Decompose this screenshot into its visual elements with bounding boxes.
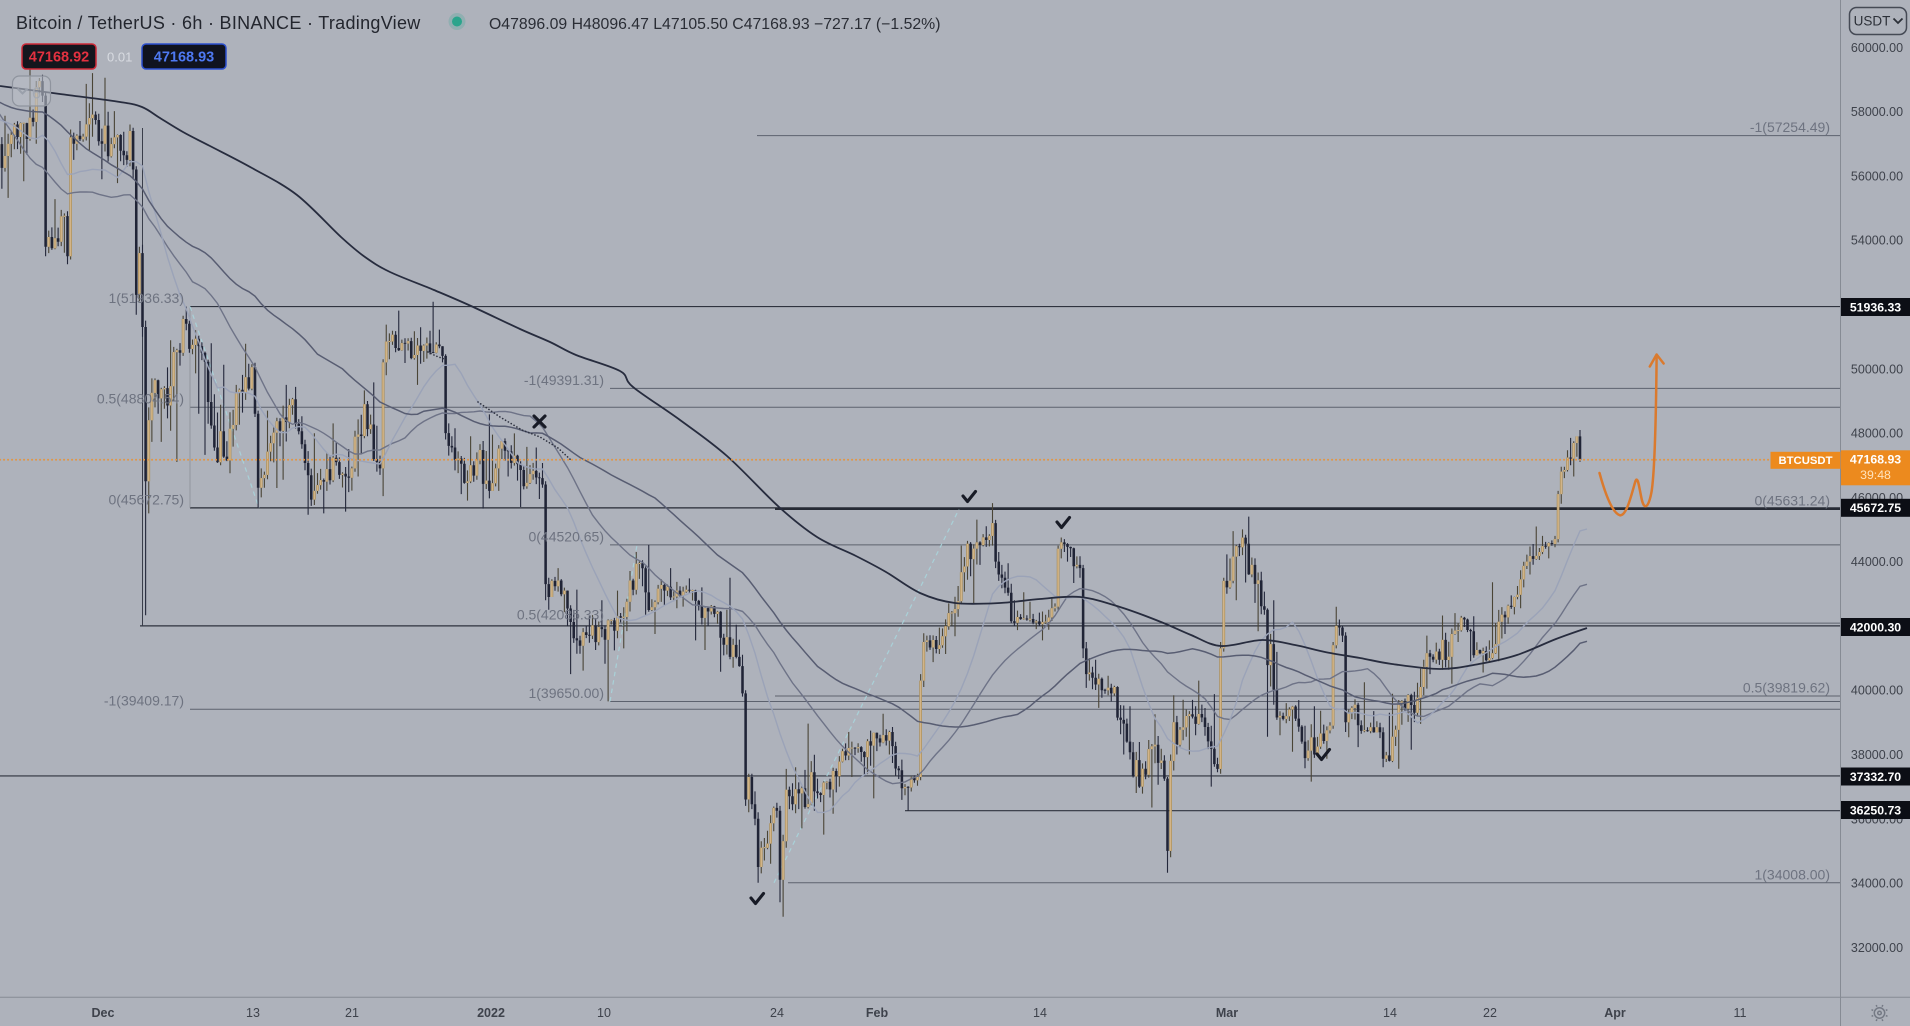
svg-text:Apr: Apr [1604, 1006, 1626, 1020]
svg-text:0.01: 0.01 [107, 50, 132, 65]
svg-text:22: 22 [1483, 1006, 1497, 1020]
svg-text:14: 14 [1383, 1006, 1397, 1020]
svg-text:47168.92: 47168.92 [29, 50, 89, 66]
svg-text:37332.70: 37332.70 [1850, 770, 1901, 784]
svg-text:2022: 2022 [477, 1006, 505, 1020]
svg-text:51936.33: 51936.33 [1850, 300, 1901, 314]
svg-text:-1(39409.17): -1(39409.17) [104, 693, 184, 709]
svg-text:45672.75: 45672.75 [1850, 501, 1901, 515]
svg-text:32000.00: 32000.00 [1851, 941, 1903, 955]
svg-text:11: 11 [1734, 1006, 1747, 1020]
svg-text:13: 13 [246, 1006, 260, 1020]
svg-text:47168.93: 47168.93 [1850, 452, 1901, 466]
svg-text:38000.00: 38000.00 [1851, 748, 1903, 762]
svg-text:40000.00: 40000.00 [1851, 684, 1903, 698]
svg-text:0.5(39819.62): 0.5(39819.62) [1743, 680, 1830, 696]
svg-text:-1(49391.31): -1(49391.31) [524, 372, 604, 388]
svg-text:0.5(48804.54): 0.5(48804.54) [97, 391, 184, 407]
svg-text:O47896.09 H48096.47 L47105.50: O47896.09 H48096.47 L47105.50 C47168.93 … [489, 16, 940, 33]
svg-text:0(45631.24): 0(45631.24) [1754, 493, 1830, 509]
svg-text:42000.30: 42000.30 [1850, 620, 1901, 634]
svg-text:-1(57254.49): -1(57254.49) [1750, 119, 1830, 135]
svg-text:60000.00: 60000.00 [1851, 41, 1903, 55]
svg-text:50000.00: 50000.00 [1851, 362, 1903, 376]
svg-text:0(44520.65): 0(44520.65) [528, 528, 604, 544]
svg-text:58000.00: 58000.00 [1851, 105, 1903, 119]
svg-text:21: 21 [345, 1006, 359, 1020]
svg-text:Bitcoin / TetherUS · 6h · BINA: Bitcoin / TetherUS · 6h · BINANCE · Trad… [16, 13, 421, 33]
svg-text:Mar: Mar [1216, 1006, 1238, 1020]
svg-text:34000.00: 34000.00 [1851, 877, 1903, 891]
svg-text:39:48: 39:48 [1860, 468, 1891, 482]
svg-text:1(51936.33): 1(51936.33) [108, 290, 184, 306]
svg-text:56000.00: 56000.00 [1851, 170, 1903, 184]
svg-text:36250.73: 36250.73 [1850, 803, 1901, 817]
svg-text:54000.00: 54000.00 [1851, 234, 1903, 248]
svg-text:0(45672.75): 0(45672.75) [108, 491, 184, 507]
svg-text:1(39650.00): 1(39650.00) [528, 685, 604, 701]
svg-text:Feb: Feb [866, 1006, 889, 1020]
svg-text:10: 10 [597, 1006, 611, 1020]
svg-text:14: 14 [1033, 1006, 1047, 1020]
svg-text:6: 6 [32, 86, 41, 103]
svg-text:BTCUSDT: BTCUSDT [1779, 455, 1833, 467]
svg-text:44000.00: 44000.00 [1851, 555, 1903, 569]
svg-text:Dec: Dec [92, 1006, 115, 1020]
svg-text:47168.93: 47168.93 [154, 50, 214, 66]
svg-text:24: 24 [770, 1006, 784, 1020]
svg-text:0.5(42085.33): 0.5(42085.33) [517, 607, 604, 623]
svg-text:48000.00: 48000.00 [1851, 427, 1903, 441]
svg-text:1(34008.00): 1(34008.00) [1754, 866, 1830, 882]
svg-text:USDT: USDT [1854, 14, 1891, 29]
